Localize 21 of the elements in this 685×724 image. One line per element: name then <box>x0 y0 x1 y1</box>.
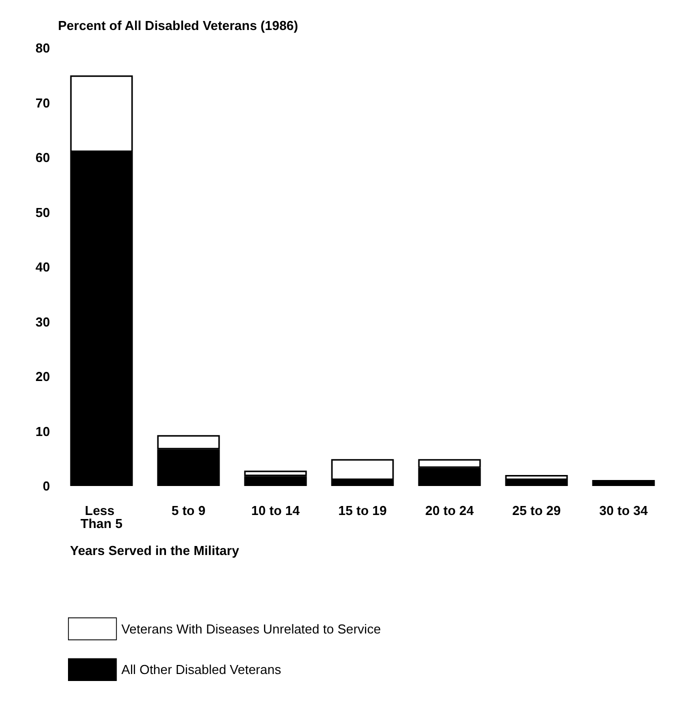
x-tick-label: 30 to 34 <box>599 503 648 518</box>
x-tick-label: 20 to 24 <box>425 503 474 518</box>
y-tick-label: 20 <box>36 369 50 384</box>
x-tick-label: 5 to 9 <box>172 503 206 518</box>
x-tick-label: 25 to 29 <box>512 503 561 518</box>
bar <box>592 480 655 486</box>
x-tick-label: 10 to 14 <box>251 503 300 518</box>
y-tick-label: 50 <box>36 204 50 220</box>
y-axis-title: Percent of All Disabled Veterans (1986) <box>58 18 298 33</box>
y-tick-label: 70 <box>36 95 50 110</box>
x-tick-label: 15 to 19 <box>338 503 387 518</box>
legend-label: All Other Disabled Veterans <box>121 662 282 678</box>
y-tick-label: 30 <box>36 314 50 330</box>
legend-label: Veterans With Diseases Unrelated to Service <box>121 621 381 636</box>
y-tick-label: 80 <box>36 40 50 56</box>
y-tick-label: 10 <box>36 424 50 439</box>
y-tick-label: 40 <box>36 260 50 274</box>
x-axis-title: Years Served in the Military <box>70 543 240 558</box>
x-tick-label: Less Than 5 <box>80 503 122 531</box>
y-tick-label: 0 <box>42 478 50 494</box>
y-tick-label: 60 <box>36 150 50 165</box>
